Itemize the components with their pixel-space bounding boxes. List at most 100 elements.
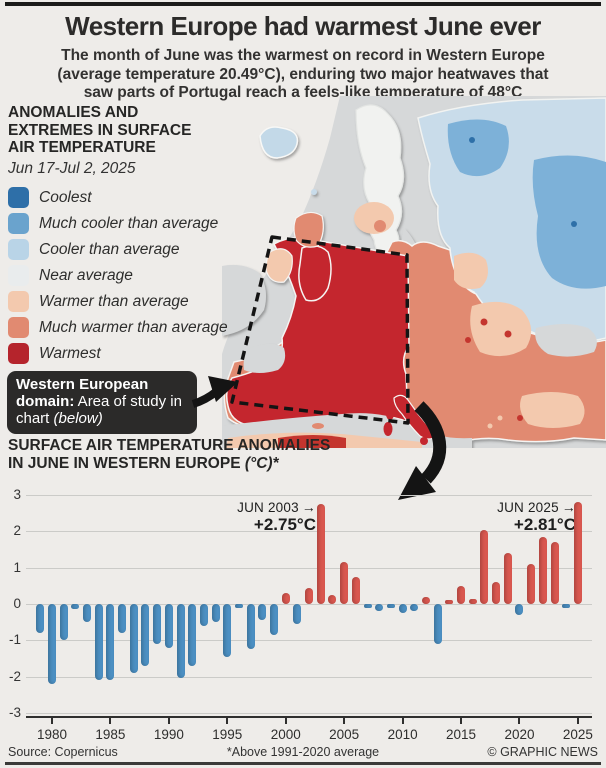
x-axis-line [26, 716, 592, 718]
map-speck-warmest [517, 415, 523, 421]
bar-1985 [106, 604, 115, 681]
map-speck-coolest [571, 221, 577, 227]
bar-1983 [83, 604, 92, 623]
bar-1995 [223, 604, 232, 657]
y-axis-label: 3 [13, 487, 21, 502]
bar-2009 [386, 604, 395, 608]
map-island-balearics [312, 423, 324, 429]
legend-heading-line: EXTREMES IN SURFACE [8, 121, 192, 139]
legend-label: Cooler than average [39, 240, 180, 258]
bar-2023 [550, 542, 559, 604]
bar-2016 [468, 598, 477, 604]
map-patch-warmer-turkey [520, 392, 585, 428]
legend-label: Near average [39, 266, 133, 284]
bar-2024 [562, 604, 571, 608]
legend-swatch [8, 291, 29, 312]
legend-item: Near average [8, 263, 223, 289]
gridline--2 [26, 676, 592, 678]
x-axis-tick [51, 716, 53, 724]
legend-label: Warmer than average [39, 292, 189, 310]
bar-1980 [48, 604, 56, 684]
map-island-corsica [386, 408, 394, 420]
map-speck-warmest [480, 318, 488, 326]
top-rule [5, 2, 601, 6]
graphic-news-credit: © GRAPHIC NEWS [487, 745, 598, 759]
legend-item: Coolest [8, 185, 223, 211]
map-legend: ANOMALIES AND EXTREMES IN SURFACE AIR TE… [8, 104, 228, 367]
x-axis-tick [109, 716, 112, 724]
x-axis-tick [284, 716, 287, 724]
bar-2018 [492, 582, 501, 604]
legend-swatch [8, 343, 29, 364]
gridline-0 [26, 604, 592, 605]
annotation-jun-2025: JUN 2025 → +2.81°C [497, 499, 576, 535]
map-speck-warmest [504, 330, 512, 338]
legend-item: Much cooler than average [8, 211, 223, 237]
arrow-right-icon: → [561, 499, 576, 515]
x-axis-tick [343, 716, 346, 724]
legend-item: Cooler than average [8, 237, 223, 263]
bar-2022 [538, 536, 547, 604]
chart-title-line: SURFACE AIR TEMPERATURE ANOMALIES [8, 437, 331, 454]
callout-bold: Western European domain: [16, 376, 149, 410]
bar-1997 [246, 604, 255, 650]
callout-arrow-icon [191, 376, 238, 408]
map-island-sicily [420, 437, 428, 445]
map-patch-warmer-baltics [454, 252, 488, 289]
x-axis-tick [167, 716, 170, 724]
x-axis-tick [518, 716, 521, 724]
legend-list: Coolest Much cooler than average Cooler th… [8, 185, 228, 367]
annotation-value: +2.75°C [253, 515, 316, 534]
x-axis-label: 2005 [329, 727, 360, 742]
bar-1990 [164, 604, 173, 648]
annotation-label: JUN 2003 → [237, 499, 316, 515]
bar-1982 [71, 604, 80, 610]
bar-2001 [293, 604, 302, 624]
chart-title-line: IN JUNE IN WESTERN EUROPE (°C)* [8, 454, 279, 472]
legend-label: Coolest [39, 188, 92, 206]
map-black-sea [535, 324, 597, 357]
legend-swatch [8, 317, 29, 338]
bar-2019 [503, 553, 512, 604]
legend-heading: ANOMALIES AND EXTREMES IN SURFACE AIR TE… [8, 104, 223, 157]
map-region-warmest-italy [393, 394, 437, 440]
bar-2006 [351, 576, 360, 604]
map-region-warmer-south-scandinavia [354, 202, 394, 234]
x-axis-label: 1995 [212, 727, 243, 742]
x-axis-tick [401, 716, 404, 724]
x-axis-tick [576, 716, 579, 724]
x-axis-label: 1990 [153, 727, 184, 742]
legend-label: Much warmer than average [39, 318, 228, 336]
bar-2005 [340, 562, 349, 604]
bar-2014 [445, 600, 454, 605]
map-atlantic [222, 264, 266, 336]
x-axis-label: 2015 [446, 727, 477, 742]
subtitle-line: (average temperature 20.49°C), enduring … [57, 65, 549, 83]
legend-swatch [8, 187, 29, 208]
bar-2013 [433, 604, 442, 644]
bar-1981 [59, 604, 68, 641]
subtitle: The month of June was the warmest on rec… [0, 47, 606, 103]
y-axis-label: 0 [13, 596, 21, 611]
legend-heading-line: AIR TEMPERATURE [8, 139, 156, 156]
annotation-value: +2.81°C [513, 515, 576, 534]
x-axis-tick [226, 716, 229, 724]
bar-2015 [457, 585, 466, 604]
map-region-much-warmer-scotland [293, 211, 324, 248]
annotation-jun-2003: JUN 2003 → +2.75°C [237, 499, 316, 535]
gridline-1 [26, 567, 592, 569]
annotation-label: JUN 2025 → [497, 499, 576, 515]
bar-1989 [153, 604, 162, 644]
bar-2004 [328, 594, 337, 604]
subtitle-line: The month of June was the warmest on rec… [61, 47, 545, 64]
map-region-warmest-england [298, 245, 332, 302]
map-speck-coolest [469, 137, 475, 143]
bar-2012 [421, 596, 430, 604]
chart-title: SURFACE AIR TEMPERATURE ANOMALIES IN JUN… [8, 437, 330, 472]
callout-normal: Area of study in chart [16, 393, 182, 427]
legend-swatch [8, 239, 29, 260]
bar-2003 [316, 504, 325, 604]
map-bay-of-biscay [243, 344, 286, 373]
bar-1991 [176, 604, 185, 679]
domain-callout: Western European domain: Area of study i… [7, 371, 197, 434]
